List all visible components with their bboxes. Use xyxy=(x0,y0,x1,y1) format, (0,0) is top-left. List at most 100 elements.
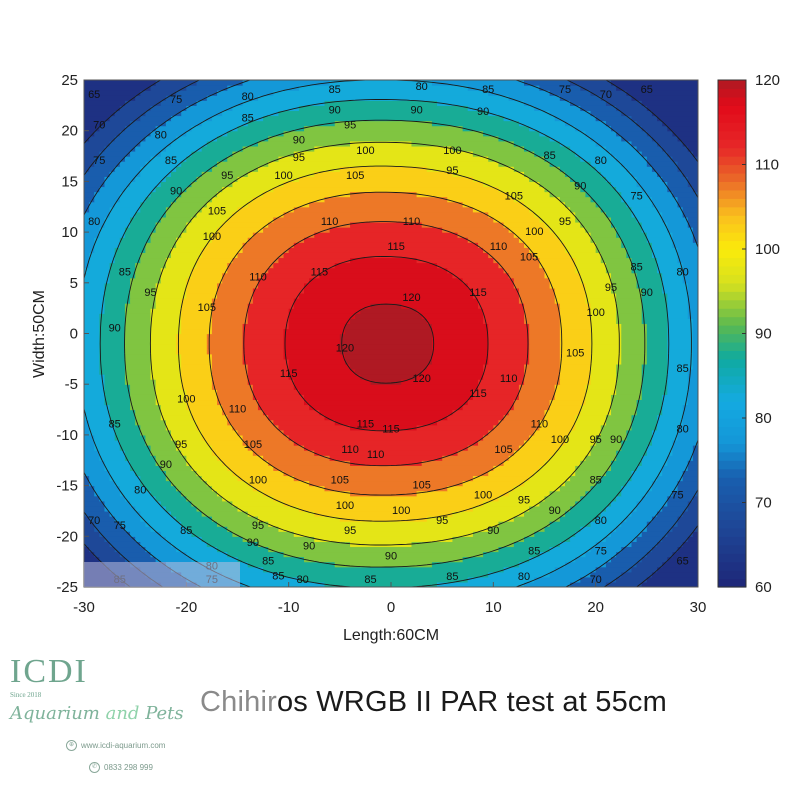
contour-band-cell xyxy=(99,323,126,330)
contour-band-cell xyxy=(508,95,561,101)
contour-band-cell xyxy=(467,399,515,406)
contour-band-cell xyxy=(667,338,694,345)
contour-band-cell xyxy=(329,455,443,461)
contour-band-cell xyxy=(211,368,249,375)
contour-band-cell xyxy=(257,166,341,172)
contour-band-cell xyxy=(84,156,95,162)
contour-label: 105 xyxy=(494,444,512,456)
contour-band-cell xyxy=(84,282,106,289)
contour-band-cell xyxy=(150,323,182,330)
contour-band-cell xyxy=(176,135,218,142)
contour-band-cell xyxy=(186,399,218,406)
contour-band-cell xyxy=(559,323,592,330)
contour-band-cell xyxy=(529,206,571,213)
contour-band-cell xyxy=(124,556,157,563)
contour-band-cell xyxy=(84,485,95,492)
contour-band-cell xyxy=(94,130,121,137)
contour-label: 105 xyxy=(208,206,226,218)
contour-band-cell xyxy=(124,156,152,162)
contour-band-cell xyxy=(242,581,326,587)
contour-band-cell xyxy=(84,399,106,406)
contour-band-cell xyxy=(621,343,648,350)
contour-band-cell xyxy=(211,450,254,456)
contour-band-cell xyxy=(232,470,285,477)
contour-band-cell xyxy=(273,186,500,193)
contour-band-cell xyxy=(217,227,264,233)
contour-band-cell xyxy=(580,272,612,279)
contour-band-cell xyxy=(590,450,617,456)
contour-band-cell xyxy=(672,445,694,451)
contour-band-cell xyxy=(130,389,157,395)
contour-band-cell xyxy=(616,363,643,370)
contour-band-cell xyxy=(503,566,556,573)
contour-band-cell xyxy=(211,379,249,385)
contour-band-cell xyxy=(641,227,668,233)
contour-band-cell xyxy=(611,500,638,507)
contour-band-cell xyxy=(559,196,592,203)
contour-band-cell xyxy=(631,470,663,477)
contour-band-cell xyxy=(155,298,182,304)
contour-band-cell xyxy=(646,323,668,330)
contour-label: 105 xyxy=(331,474,349,486)
contour-band-cell xyxy=(288,313,356,319)
contour-band-cell xyxy=(119,439,146,446)
contour-band-cell xyxy=(518,292,556,299)
contour-band-cell xyxy=(595,480,627,487)
contour-band-cell xyxy=(84,298,106,304)
contour-band-cell xyxy=(641,303,668,309)
contour-band-cell xyxy=(657,475,684,482)
contour-band-cell xyxy=(84,216,106,223)
contour-band-cell xyxy=(462,480,525,487)
contour-band-cell xyxy=(411,541,515,548)
contour-band-cell xyxy=(667,368,689,375)
contour-band-cell xyxy=(114,135,146,142)
contour-band-cell xyxy=(135,267,162,274)
contour-band-cell xyxy=(155,80,198,86)
contour-band-cell xyxy=(130,404,162,411)
contour-band-cell xyxy=(677,135,698,142)
colorbar-segment xyxy=(718,502,746,512)
contour-band-cell xyxy=(488,328,530,335)
contour-band-cell xyxy=(201,510,249,517)
contour-band-cell xyxy=(170,115,213,122)
contour-band-cell xyxy=(662,394,689,401)
contour-band-cell xyxy=(508,272,546,279)
contour-band-cell xyxy=(483,313,525,319)
contour-band-cell xyxy=(631,206,658,213)
contour-label: 110 xyxy=(341,444,359,456)
contour-band-cell xyxy=(104,389,131,395)
contour-band-cell xyxy=(493,216,540,223)
contour-band-cell xyxy=(529,125,576,132)
contour-band-cell xyxy=(518,389,556,395)
contour-band-cell xyxy=(84,455,100,461)
contour-label: 90 xyxy=(385,551,397,563)
contour-band-cell xyxy=(472,394,520,401)
contour-band-cell xyxy=(99,232,126,238)
contour-band-cell xyxy=(611,181,638,188)
contour-band-cell xyxy=(467,576,535,583)
contour-band-cell xyxy=(585,282,612,289)
contour-band-cell xyxy=(590,135,622,142)
contour-band-cell xyxy=(124,353,152,360)
contour-band-cell xyxy=(304,394,474,401)
contour-band-cell xyxy=(662,272,684,279)
contour-band-cell xyxy=(150,374,182,380)
contour-band-cell xyxy=(201,434,244,441)
contour-band-cell xyxy=(181,308,213,314)
contour-band-cell xyxy=(104,399,131,406)
contour-band-cell xyxy=(539,500,576,507)
contour-band-cell xyxy=(84,419,90,426)
contour-band-cell xyxy=(692,186,698,193)
contour-band-cell xyxy=(513,404,551,411)
contour-band-cell xyxy=(232,424,280,431)
contour-band-cell xyxy=(600,424,633,431)
contour-band-cell xyxy=(677,546,698,553)
contour-band-cell xyxy=(145,161,182,167)
contour-band-cell xyxy=(447,267,505,274)
contour-label: 85 xyxy=(180,525,192,537)
contour-band-cell xyxy=(621,323,648,330)
contour-band-cell xyxy=(104,216,131,223)
contour-band-cell xyxy=(595,201,627,208)
contour-band-cell xyxy=(170,541,208,548)
contour-band-cell xyxy=(641,287,663,294)
